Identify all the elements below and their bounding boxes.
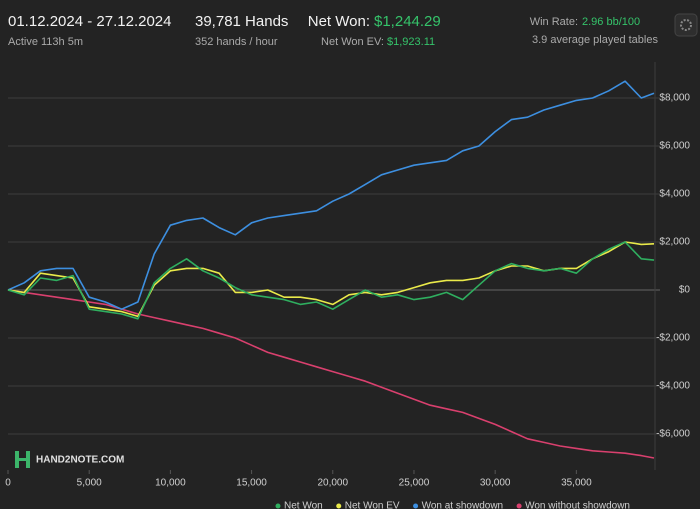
- x-tick-label: 10,000: [155, 478, 186, 489]
- active-time: Active 113h 5m: [8, 36, 83, 48]
- settings-box[interactable]: [674, 13, 698, 37]
- net-won-label: Net Won:: [308, 13, 370, 30]
- x-tick-label: 20,000: [317, 478, 348, 489]
- legend-item: Won at showdown: [413, 501, 503, 509]
- legend-item: Net Won: [275, 501, 323, 509]
- legend-label: Net Won EV: [345, 501, 400, 509]
- x-tick-label: 0: [5, 478, 11, 489]
- y-tick-label: $2,000: [659, 237, 690, 248]
- hands-per-hour: 352 hands / hour: [195, 36, 278, 48]
- x-tick-label: 35,000: [561, 478, 592, 489]
- net-won-value: $1,244.29: [374, 13, 441, 30]
- logo-text: HAND2NOTE.COM: [36, 455, 124, 466]
- logo-bar: [26, 451, 30, 468]
- legend-item: Won without showdown: [516, 501, 630, 509]
- series-line: [7, 241, 655, 320]
- legend-label: Won at showdown: [422, 501, 504, 509]
- logo-bar: [19, 458, 26, 461]
- settings-button[interactable]: [674, 13, 698, 37]
- win-rate-label: Win Rate:: [530, 16, 578, 28]
- x-tick-label: 5,000: [77, 478, 102, 489]
- y-tick-label: $8,000: [659, 93, 690, 104]
- legend-label: Net Won: [284, 501, 323, 509]
- x-tick-label: 30,000: [480, 478, 511, 489]
- y-tick-label: $6,000: [659, 141, 690, 152]
- win-rate-value: 2.96 bb/100: [582, 16, 640, 28]
- y-tick-label: $0: [679, 285, 691, 296]
- y-tick-label: -$2,000: [656, 333, 690, 344]
- y-tick-label: -$4,000: [656, 381, 690, 392]
- legend-swatch: [516, 503, 522, 509]
- legend-swatch: [336, 503, 342, 509]
- logo: HAND2NOTE.COM: [15, 451, 124, 468]
- logo-bar: [15, 451, 19, 468]
- y-tick-label: $4,000: [659, 189, 690, 200]
- x-tick-label: 25,000: [399, 478, 430, 489]
- hands: 39,781 Hands: [195, 13, 288, 30]
- net-won-ev-value: $1,923.11: [387, 36, 435, 48]
- legend-swatch: [413, 503, 419, 509]
- net-won-ev-label: Net Won EV:: [321, 36, 384, 48]
- tables: 3.9 average played tables: [532, 34, 658, 46]
- gear-icon[interactable]: [680, 19, 692, 31]
- y-tick-label: -$6,000: [656, 429, 690, 440]
- date-range: 01.12.2024 - 27.12.2024: [8, 13, 171, 30]
- series-line: [7, 80, 655, 310]
- legend-label: Won without showdown: [525, 501, 630, 509]
- legend-swatch: [275, 503, 281, 509]
- legend-item: Net Won EV: [336, 501, 400, 509]
- x-tick-label: 15,000: [236, 478, 267, 489]
